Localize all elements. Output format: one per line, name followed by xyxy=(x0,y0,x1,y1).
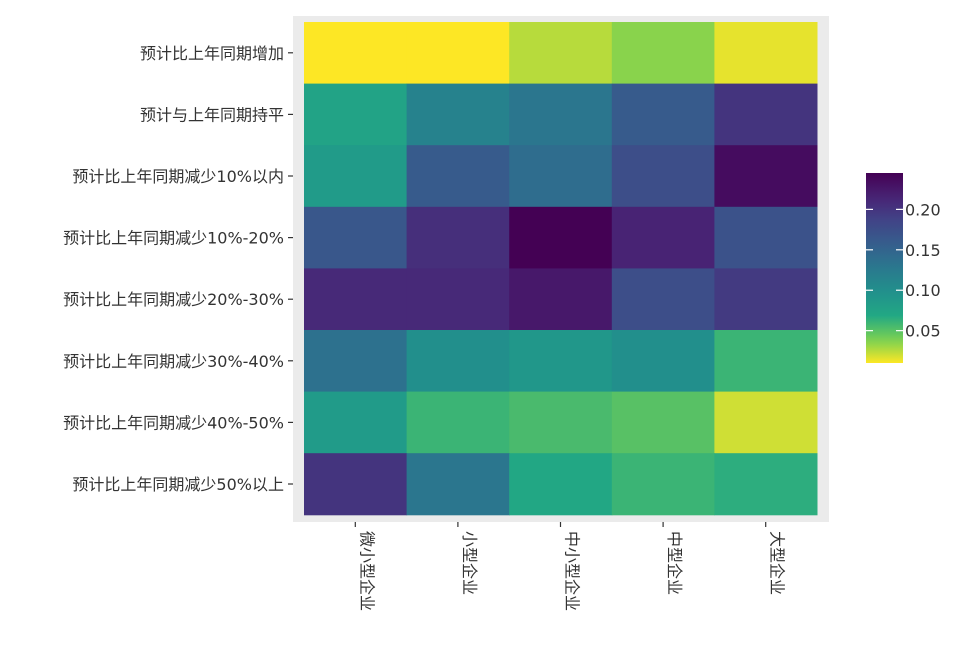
heatmap-tile xyxy=(509,206,613,269)
heatmap-tile xyxy=(714,145,818,208)
heatmap-tile xyxy=(304,453,408,516)
y-tick-label: 预计比上年同期减少10%-20% xyxy=(63,229,284,248)
heatmap-tile xyxy=(304,330,408,393)
heatmap-tile xyxy=(611,145,715,208)
legend-tick-label: 0.20 xyxy=(905,200,941,219)
heatmap-tile xyxy=(406,145,510,208)
heatmap-tile xyxy=(611,206,715,269)
x-tick-label: 微小型企业 xyxy=(357,531,376,611)
heatmap-tile xyxy=(406,206,510,269)
heatmap-tile xyxy=(509,145,613,208)
x-axis: 微小型企业 小型企业 中小型企业 中型企业 大型企业 xyxy=(354,522,787,611)
heatmap-tile xyxy=(714,330,818,393)
heatmap-tile xyxy=(406,330,510,393)
heatmap-tile xyxy=(611,453,715,516)
heatmap-tile xyxy=(509,83,613,146)
y-tick-label: 预计与上年同期持平 xyxy=(140,105,284,124)
y-tick-label: 预计比上年同期减少20%-30% xyxy=(63,290,284,309)
legend-tick-label: 0.10 xyxy=(905,281,941,300)
heatmap-tile xyxy=(509,330,613,393)
heatmap-tile xyxy=(406,268,510,331)
y-tick-label: 预计比上年同期减少10%以内 xyxy=(72,167,284,186)
legend-ticks: 0.05 0.10 0.15 0.20 xyxy=(866,200,941,341)
heatmap-tile xyxy=(611,22,715,85)
color-legend: 0.05 0.10 0.15 0.20 xyxy=(866,173,941,363)
heatmap-tile xyxy=(611,330,715,393)
x-tick-label: 中型企业 xyxy=(665,531,684,595)
x-tick-label: 中小型企业 xyxy=(563,531,582,611)
heatmap-tile xyxy=(406,391,510,454)
heatmap-tile xyxy=(714,206,818,269)
y-axis: 预计比上年同期增加预计与上年同期持平预计比上年同期减少10%以内预计比上年同期减… xyxy=(63,44,293,494)
heatmap-tile xyxy=(714,83,818,146)
heatmap-tile xyxy=(714,453,818,516)
heatmap-tile xyxy=(611,83,715,146)
heatmap-tile xyxy=(714,391,818,454)
y-tick-label: 预计比上年同期减少30%-40% xyxy=(63,352,284,371)
heatmap-tile xyxy=(714,268,818,331)
heatmap-tile xyxy=(714,22,818,85)
y-tick-label: 预计比上年同期增加 xyxy=(140,44,284,63)
heatmap-tile xyxy=(304,22,408,85)
heatmap-tile xyxy=(509,22,613,85)
heatmap-tile xyxy=(304,391,408,454)
y-tick-label: 预计比上年同期减少40%-50% xyxy=(63,413,284,432)
heatmap-tiles xyxy=(304,22,818,516)
heatmap-tile xyxy=(509,391,613,454)
heatmap-tile xyxy=(406,453,510,516)
heatmap-tile xyxy=(304,268,408,331)
heatmap-tile xyxy=(509,268,613,331)
y-tick-label: 预计比上年同期减少50%以上 xyxy=(72,475,284,494)
heatmap-tile xyxy=(509,453,613,516)
heatmap-tile xyxy=(304,145,408,208)
legend-colorbar xyxy=(866,173,903,363)
heatmap-tile xyxy=(406,22,510,85)
heatmap-tile xyxy=(304,206,408,269)
legend-tick-label: 0.15 xyxy=(905,241,941,260)
x-tick-label: 大型企业 xyxy=(768,531,787,595)
x-tick-label: 小型企业 xyxy=(460,531,479,595)
heatmap-tile xyxy=(611,268,715,331)
heatmap-tile xyxy=(406,83,510,146)
legend-tick-label: 0.05 xyxy=(905,322,941,341)
heatmap-tile xyxy=(611,391,715,454)
heatmap-tile xyxy=(304,83,408,146)
